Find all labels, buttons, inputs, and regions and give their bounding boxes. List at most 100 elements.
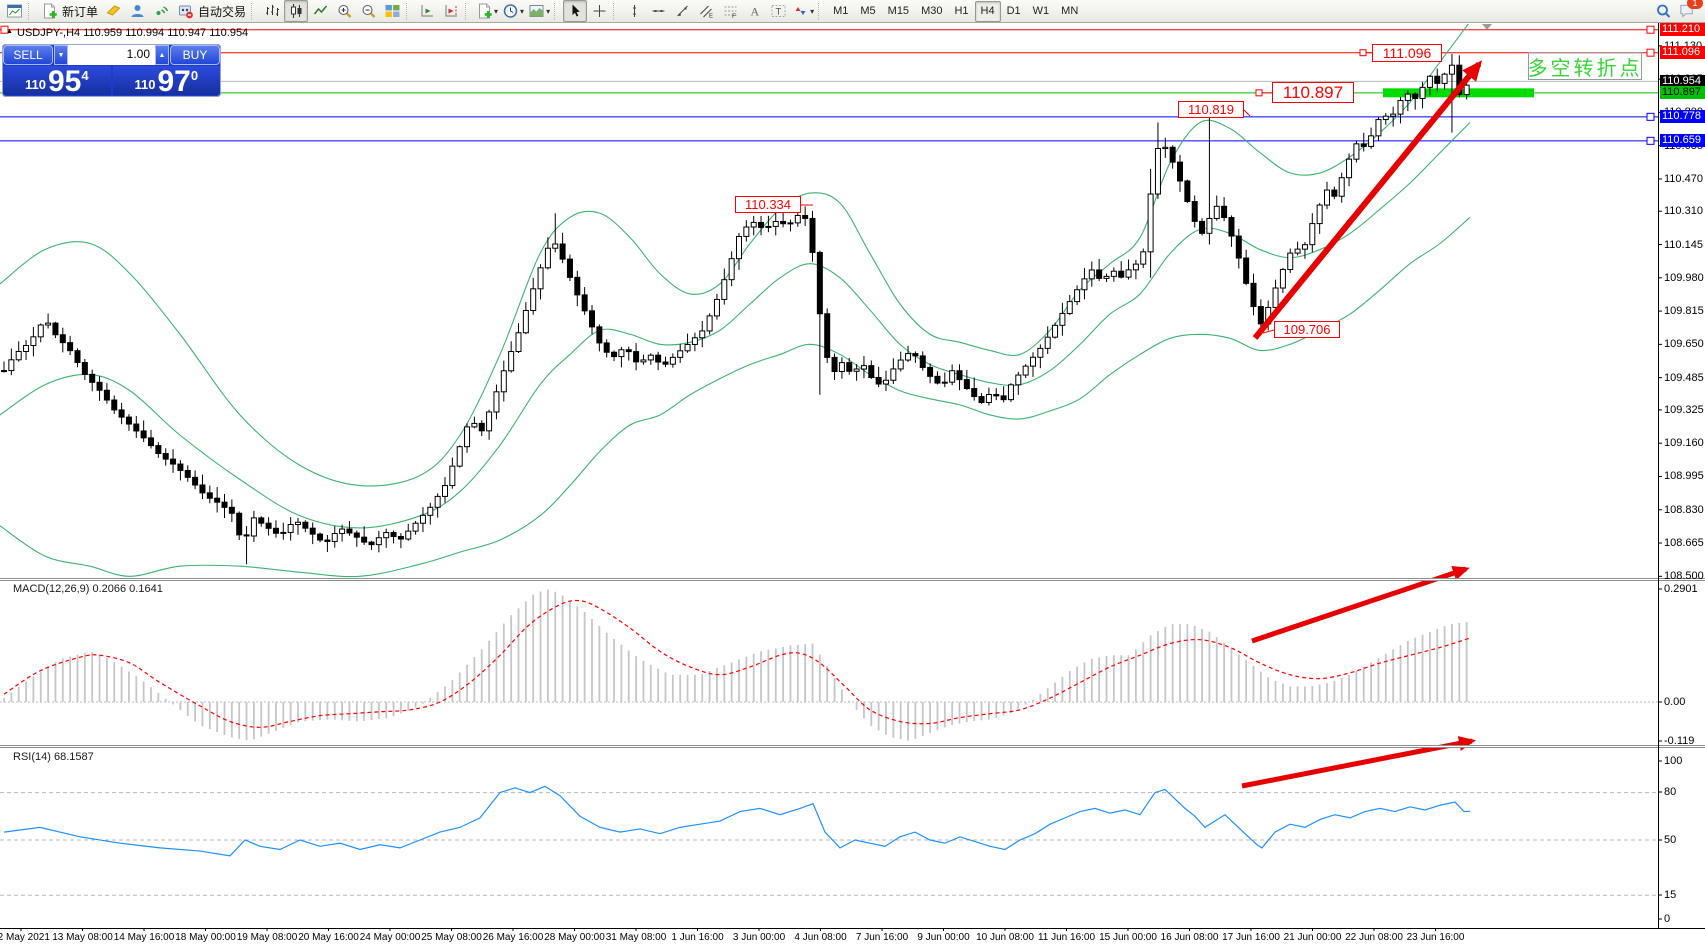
price-tick: 108.665 [1664,537,1704,550]
chart-shift-button[interactable] [439,0,463,22]
price-flag-110.819[interactable]: 110.819 [1178,101,1244,118]
time-label: 7 Jun 16:00 [855,932,909,943]
new-order-label[interactable]: 新订单 [62,4,99,19]
timeframe-d1-button[interactable]: D1 [1006,5,1021,17]
candlestick-chart-button[interactable] [284,0,309,22]
time-label: 26 May 16:00 [482,932,544,943]
timeframe-m5-button[interactable]: M5 [860,5,876,17]
price-flag-109.706[interactable]: 109.706 [1274,321,1340,338]
timeframe-h4-button[interactable]: H4 [974,0,1001,22]
text-button[interactable]: A [742,0,766,22]
timeframe-h1-button[interactable]: H1 [954,5,969,17]
trendline-button[interactable] [670,0,694,22]
macd-tick: -0.119 [1664,735,1695,747]
metaquotes-button[interactable] [101,0,125,22]
timeframe-m30-button[interactable]: M30 [921,5,943,17]
crosshair-button[interactable] [587,0,611,22]
text-label-button[interactable]: T [766,0,790,22]
price-tick: 110.470 [1664,172,1703,185]
price-tick: 109.815 [1664,305,1704,318]
time-label: 22 Jun 08:00 [1345,932,1403,943]
autotrading-button[interactable] [173,0,197,22]
templates-button[interactable]: ▾ [526,0,552,22]
annotation-text[interactable]: 多空转折点 [1528,52,1642,80]
new-order-button[interactable] [37,0,61,22]
zoom-in-button[interactable] [332,0,356,22]
signals-button[interactable] [149,0,173,22]
arrows-dropdown-icon[interactable]: ▾ [810,6,815,16]
indicators-dropdown-icon[interactable]: ▾ [494,6,499,16]
bar-chart-button[interactable] [260,0,284,22]
time-label: 12 May 2021 [0,932,50,943]
buy-price-big: 97 [157,65,191,98]
horizontal-line-button[interactable] [646,0,670,22]
chart-collapse-icon[interactable]: ▲ [6,28,13,35]
indicators-button[interactable]: ▾ [474,0,500,22]
time-label: 23 Jun 16:00 [1406,932,1465,943]
volume-input[interactable]: 1.00 [68,45,155,65]
line-chart-button[interactable] [308,0,332,22]
volume-decrease-button[interactable]: ▼ [54,45,68,65]
time-label: 31 May 08:00 [605,932,667,943]
equidistant-channel-button[interactable]: E [694,0,718,22]
macd-tick: 0.2901 [1664,583,1698,595]
periods-dropdown-icon[interactable]: ▾ [520,6,525,16]
sell-button[interactable]: SELL [3,45,53,65]
time-label: 9 Jun 00:00 [917,932,970,943]
buy-price-prefix: 110 [134,77,156,92]
toolbar-separator [613,2,620,20]
price-tick: 108.500 [1664,570,1704,583]
vertical-line-button[interactable] [622,0,646,22]
rsi-tick: 0 [1664,913,1671,925]
price-tick: 109.160 [1664,437,1704,450]
periods-button[interactable]: ▾ [500,0,526,22]
price-flag-110.897[interactable]: 110.897 [1272,82,1354,103]
new-chart-button[interactable] [2,0,26,22]
toolbar-separator [406,2,413,20]
time-label: 24 May 00:00 [359,932,421,943]
timeframe-w1-button[interactable]: W1 [1032,5,1050,17]
auto-scroll-button[interactable] [415,0,439,22]
rsi-tick: 100 [1664,755,1683,767]
templates-dropdown-icon[interactable]: ▾ [546,6,551,16]
chart-title: USDJPY-,H4 110.959 110.994 110.947 110.9… [17,27,249,39]
buy-price[interactable]: 110 97 0 [112,65,220,98]
main-toolbar: 新订单 自动交易 ▾ ▾ ▾ E F A T ▾ M1 M5 M15 M30 H1 H4 D1 W1 MN 1 [0,0,1705,23]
price-tick: 109.980 [1664,271,1704,284]
time-label: 10 Jun 08:00 [976,932,1034,943]
price-tick: 108.995 [1664,470,1704,483]
notification-badge: 1 [1687,0,1703,9]
sell-price[interactable]: 110 95 4 [3,66,111,97]
community-button[interactable] [125,0,149,22]
timeframe-mn-button[interactable]: MN [1061,5,1079,17]
fibonacci-retracement-button[interactable]: F [718,0,742,22]
timeframe-m15-button[interactable]: M15 [887,5,910,17]
zoom-out-button[interactable] [356,0,380,22]
price-tag-111.096: 111.096 [1660,46,1705,60]
price-flag-111.096[interactable]: 111.096 [1372,44,1442,62]
search-icon[interactable] [1651,0,1675,22]
rsi-tick: 80 [1664,786,1677,798]
price-tick: 110.145 [1664,238,1703,251]
time-label: 4 Jun 08:00 [794,932,847,943]
arrows-button[interactable]: ▾ [790,0,816,22]
time-label: 19 May 08:00 [236,932,298,943]
price-tag-111.210: 111.210 [1660,23,1705,37]
svg-text:A: A [750,5,759,19]
price-flag-110.334[interactable]: 110.334 [735,196,801,213]
rsi-tick: 15 [1664,889,1677,901]
toolbar-separator [251,2,258,20]
time-label: 11 Jun 16:00 [1037,932,1096,943]
autotrading-label[interactable]: 自动交易 [198,4,247,19]
notifications-icon[interactable]: 1 [1675,0,1703,22]
timeframe-m1-button[interactable]: M1 [833,5,849,17]
volume-increase-button[interactable]: ▲ [155,45,169,65]
time-label: 1 Jun 16:00 [671,932,724,943]
sell-price-sup: 4 [81,68,89,83]
buy-button[interactable]: BUY [170,45,220,65]
tile-windows-button[interactable] [380,0,404,22]
price-tick: 109.485 [1664,371,1704,384]
cursor-button[interactable] [563,0,588,22]
time-label: 13 May 08:00 [52,932,113,943]
